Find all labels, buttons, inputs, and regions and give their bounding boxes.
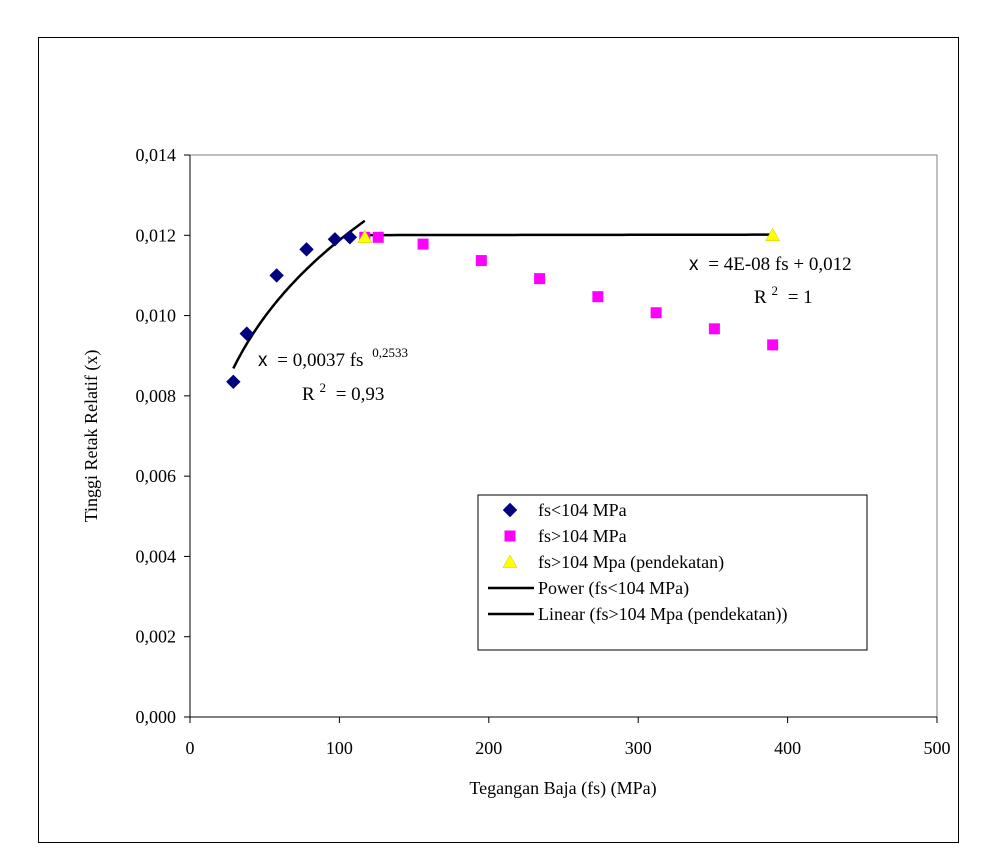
- diamond-data-point: [269, 268, 284, 283]
- triangle-data-point: [357, 229, 373, 244]
- legend-label: fs<104 MPa: [538, 500, 627, 520]
- legend-label: fs>104 MPa: [538, 526, 627, 546]
- triangle-data-point: [765, 227, 781, 242]
- power-equation-var: x: [258, 350, 268, 371]
- legend-label: Linear (fs>104 Mpa (pendekatan)): [538, 604, 788, 625]
- square-data-point: [372, 231, 384, 243]
- chart-area-frame: [38, 37, 959, 843]
- square-data-point: [708, 323, 720, 335]
- power-r2-base: R: [302, 384, 315, 405]
- linear-equation-main: = 4E-08 fs + 0,012: [708, 254, 851, 275]
- diamond-data-point: [226, 374, 241, 390]
- diamond-data-point: [299, 242, 314, 257]
- power-r2-value: = 0,93: [336, 384, 385, 405]
- x-tick-label: 200: [475, 738, 502, 758]
- legend: fs<104 MPa fs>104 MPa fs>104 Mpa (pendekat…: [477, 494, 868, 651]
- y-tick-label: 0,014: [136, 145, 177, 165]
- legend-items: fs<104 MPa fs>104 MPa fs>104 Mpa (pendekat…: [488, 500, 788, 625]
- linear-r2-value: = 1: [788, 287, 813, 308]
- square-data-point: [534, 273, 546, 285]
- y-tick-label: 0,008: [136, 386, 177, 406]
- linear-equation: x = 4E-08 fs + 0,012: [689, 254, 852, 275]
- linear-r2-base: R: [754, 287, 767, 308]
- y-tick-label: 0,006: [136, 466, 177, 486]
- square-data-point: [592, 291, 604, 303]
- legend-square-swatch: [504, 530, 516, 542]
- x-tick-label: 400: [774, 738, 801, 758]
- linear-r2-sup: 2: [771, 283, 778, 298]
- y-tick-label: 0,004: [136, 546, 177, 566]
- legend-diamond-swatch: [502, 502, 518, 518]
- square-data-point: [767, 339, 779, 351]
- power-r-squared: R 2 = 0,93: [302, 376, 384, 405]
- legend-box: [477, 494, 868, 651]
- x-tick-label: 0: [186, 738, 195, 758]
- square-data-point: [475, 255, 487, 267]
- legend-label: Power (fs<104 MPa): [538, 578, 689, 599]
- power-r2-sup: 2: [319, 380, 326, 395]
- linear-equation-var: x: [689, 254, 699, 275]
- y-tick-label: 0,010: [136, 306, 177, 326]
- x-axis-ticks: 0 100 200 300 400 500: [186, 716, 951, 758]
- x-tick-label: 500: [924, 738, 951, 758]
- legend-triangle-swatch: [502, 554, 518, 568]
- diamond-data-point: [327, 232, 343, 247]
- y-tick-label: 0,000: [136, 707, 177, 727]
- square-data-point: [650, 307, 662, 319]
- x-tick-label: 100: [326, 738, 353, 758]
- y-tick-label: 0,002: [136, 627, 177, 647]
- y-axis-ticks: 0,000 0,002 0,004 0,006 0,008 0,010 0,012 0,014: [136, 145, 191, 727]
- x-axis-title: Tegangan Baja (fs) (MPa): [469, 778, 656, 799]
- diamond-data-point: [342, 230, 358, 245]
- linear-r-squared: R 2 = 1: [754, 279, 813, 308]
- y-axis-title: Tinggi Retak Relatif (x): [81, 350, 102, 523]
- power-equation: x = 0,0037 fs 0,2533: [258, 345, 408, 371]
- data-markers: [226, 227, 781, 390]
- power-equation-main: = 0,0037 fs: [277, 350, 363, 371]
- legend-label: fs>104 Mpa (pendekatan): [538, 552, 724, 573]
- x-tick-label: 300: [625, 738, 652, 758]
- power-equation-exponent: 0,2533: [372, 345, 408, 360]
- y-tick-label: 0,012: [136, 225, 177, 245]
- square-data-point: [417, 238, 429, 250]
- diamond-data-point: [239, 326, 254, 341]
